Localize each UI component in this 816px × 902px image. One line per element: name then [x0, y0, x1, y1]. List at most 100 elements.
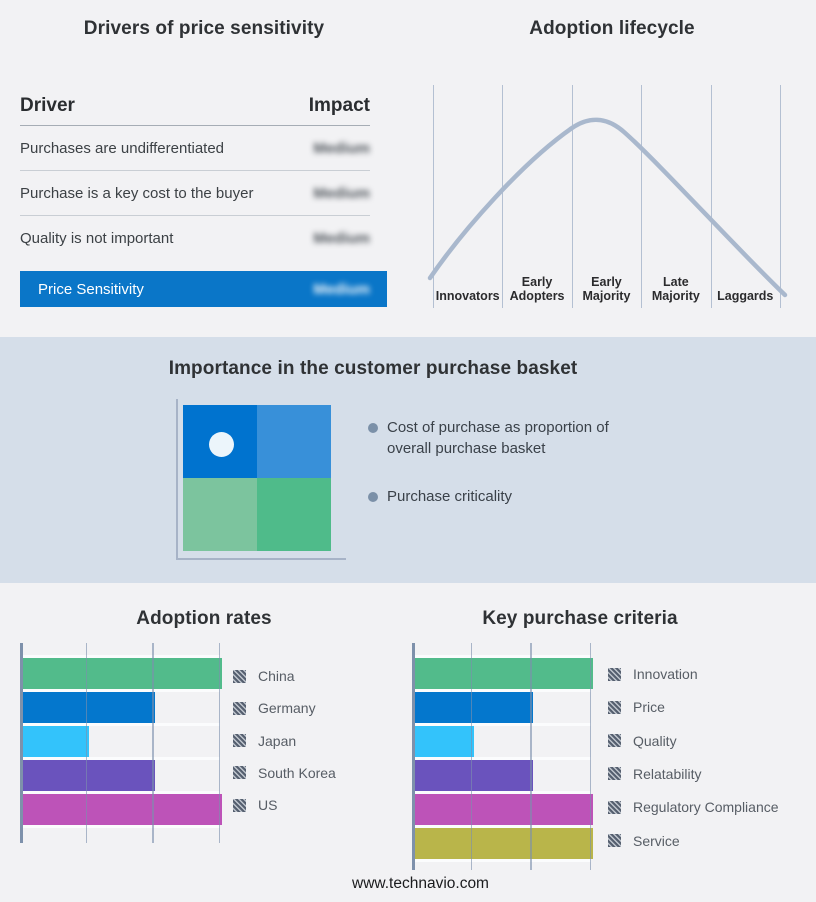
key-purchase-criteria-chart	[412, 643, 593, 870]
legend-swatch-icon	[233, 669, 246, 683]
legend-swatch-icon	[233, 734, 246, 748]
list-item: Cost of purchase as proportion of overal…	[368, 417, 638, 459]
legend-swatch-icon	[608, 800, 621, 814]
stage-label: Innovators	[435, 289, 500, 304]
bell-curve-path	[427, 117, 788, 298]
list-item: Purchase criticality	[368, 486, 638, 507]
gridline	[710, 85, 712, 308]
chart-y-axis	[20, 643, 23, 843]
footer-url: www.technavio.com	[352, 875, 489, 892]
impact-value-blurred: Medium	[313, 229, 370, 247]
legend-label: Japan	[258, 732, 297, 749]
legend-item: Price	[608, 699, 665, 715]
bullet-text: Cost of purchase as proportion of overal…	[387, 419, 609, 457]
impact-value-blurred: Medium	[313, 139, 370, 157]
table-row: Quality is not important Medium	[20, 216, 370, 260]
legend-item: Quality	[608, 733, 677, 749]
bullet-text: Purchase criticality	[387, 488, 513, 505]
legend-swatch-icon	[233, 701, 246, 715]
gridline	[780, 85, 781, 308]
legend-label: Innovation	[633, 666, 698, 682]
chart-y-axis	[412, 643, 415, 870]
lifecycle-stage-labels: Innovators Early Adopters Early Majority La…	[433, 268, 780, 304]
legend-swatch-icon	[233, 766, 246, 780]
bar-quality	[414, 726, 474, 757]
legend-item: Innovation	[608, 666, 698, 682]
gridline	[571, 85, 573, 308]
impact-value-blurred: Medium	[313, 184, 370, 202]
legend-item: Regulatory Compliance	[608, 799, 779, 815]
quadrant-y-axis	[176, 399, 178, 560]
legend-item: Service	[608, 833, 680, 849]
impact-column-header: Impact	[308, 95, 370, 116]
bar-gap	[20, 655, 220, 658]
bar-gap	[412, 723, 591, 726]
impact-value-blurred: Medium	[313, 280, 370, 298]
stage-label: Early Majority	[582, 274, 631, 304]
bar-regulatory-compliance	[414, 794, 593, 825]
bar-gap	[412, 655, 591, 658]
bar-germany	[22, 692, 156, 723]
legend-swatch-icon	[608, 667, 621, 681]
bar-service	[414, 828, 593, 859]
legend-label: Germany	[258, 700, 316, 717]
position-marker-dot	[209, 432, 234, 457]
bar-gap	[412, 859, 591, 862]
legend-swatch-icon	[608, 734, 621, 748]
table-row: Purchase is a key cost to the buyer Medi…	[20, 171, 370, 216]
legend-item: Relatability	[608, 766, 701, 782]
price-sensitivity-summary-bar: Price Sensitivity Medium	[20, 271, 387, 307]
lifecycle-bell-curve	[427, 117, 788, 298]
legend-swatch-icon	[608, 767, 621, 781]
bar-price	[414, 692, 534, 723]
bar-gap	[20, 825, 220, 828]
drivers-table-header: Driver Impact	[20, 90, 370, 126]
bar-gap	[412, 791, 591, 794]
adoption-lifecycle-section: Adoption lifecycle Innovators Early Adopt…	[408, 0, 816, 337]
quadrant-cell-bottom-left	[183, 478, 257, 551]
legend-swatch-icon	[608, 834, 621, 847]
gridline	[590, 643, 592, 870]
driver-cell: Purchases are undifferentiated	[20, 139, 225, 157]
lifecycle-section-title: Adoption lifecycle	[529, 18, 695, 39]
basket-bullet-list: Cost of purchase as proportion of overal…	[368, 417, 638, 534]
bar-gap	[20, 791, 220, 794]
legend-label: Quality	[633, 732, 677, 749]
gridline	[530, 643, 532, 870]
legend-label: Regulatory Compliance	[633, 799, 779, 816]
key-purchase-criteria-section: Key purchase criteria Innovation Price Qua…	[408, 583, 816, 902]
driver-column-header: Driver	[20, 95, 75, 116]
bullet-dot-icon	[368, 423, 378, 433]
bar-gap	[412, 689, 591, 692]
quadrant-cell-bottom-right	[257, 478, 331, 551]
stage-label: Early Adopters	[509, 274, 565, 304]
driver-cell: Quality is not important	[20, 229, 174, 247]
bar-us	[22, 794, 222, 825]
driver-cell: Purchase is a key cost to the buyer	[20, 184, 254, 202]
legend-item: US	[233, 797, 277, 813]
legend-item: China	[233, 668, 295, 684]
gridline	[85, 643, 87, 843]
quadrant-cell-top-right	[257, 405, 331, 478]
drivers-of-price-sensitivity-section: Drivers of price sensitivity Driver Impa…	[0, 0, 408, 337]
stage-label: Late Majority	[651, 274, 700, 304]
bar-gap	[412, 757, 591, 760]
price-sensitivity-label: Price Sensitivity	[38, 280, 144, 298]
quadrant-chart	[183, 405, 331, 551]
legend-label: Relatability	[633, 765, 702, 782]
lifecycle-plot-area	[433, 85, 781, 308]
key-purchase-criteria-title: Key purchase criteria	[482, 608, 678, 629]
bar-innovation	[414, 658, 593, 689]
drivers-section-title: Drivers of price sensitivity	[83, 18, 325, 39]
legend-label: Price	[633, 699, 665, 716]
bar-gap	[20, 723, 220, 726]
bar-gap	[412, 825, 591, 828]
adoption-rates-title: Adoption rates	[136, 608, 272, 629]
bar-south-korea	[22, 760, 156, 791]
bar-relatability	[414, 760, 534, 791]
gridline	[641, 85, 643, 308]
table-row: Purchases are undifferentiated Medium	[20, 126, 370, 171]
legend-item: Japan	[233, 733, 296, 749]
bar-gap	[20, 757, 220, 760]
